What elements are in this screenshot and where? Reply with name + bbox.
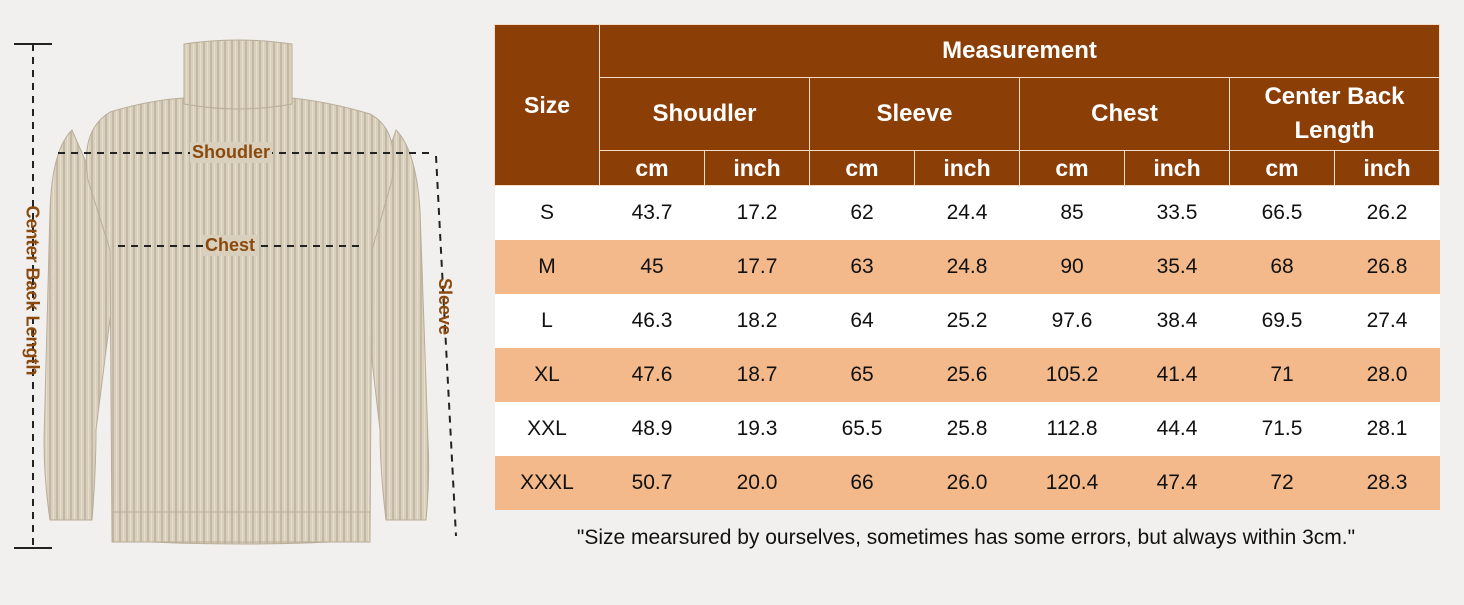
value-cell: 90: [1019, 240, 1125, 294]
value-cell: 63: [809, 240, 915, 294]
value-cell: 24.4: [914, 185, 1020, 240]
hem-band: [111, 511, 371, 543]
value-cell: 44.4: [1124, 402, 1230, 456]
size-cell: XXL: [494, 402, 600, 456]
unit-header: cm: [599, 150, 705, 186]
value-cell: 46.3: [599, 294, 705, 348]
table-row: XXXL 50.7 20.0 66 26.0 120.4 47.4 72 28.3: [494, 456, 1440, 510]
value-cell: 112.8: [1019, 402, 1125, 456]
value-cell: 35.4: [1124, 240, 1230, 294]
sleeve-guide: [435, 155, 457, 537]
unit-header: cm: [809, 150, 915, 186]
value-cell: 71.5: [1229, 402, 1335, 456]
sweater-illustration: [14, 39, 457, 549]
value-cell: 28.0: [1334, 348, 1440, 402]
table-body: S 43.7 17.2 62 24.4 85 33.5 66.5 26.2 M 45 17.7 63 24…: [494, 185, 1440, 510]
value-cell: 62: [809, 185, 915, 240]
center-back-length-guide: [14, 43, 52, 549]
shoulder-label: Shoudler: [190, 142, 273, 163]
value-cell: 28.1: [1334, 402, 1440, 456]
value-cell: 41.4: [1124, 348, 1230, 402]
value-cell: 50.7: [599, 456, 705, 510]
unit-header: inch: [1334, 150, 1440, 186]
value-cell: 26.0: [914, 456, 1020, 510]
size-cell: L: [494, 294, 600, 348]
value-cell: 25.2: [914, 294, 1020, 348]
footnote: "Size mearsured by ourselves, sometimes …: [576, 526, 1356, 549]
left-sleeve: [43, 129, 121, 521]
value-cell: 17.2: [704, 185, 810, 240]
unit-header-row: cm inch cm inch cm inch cm inch: [495, 150, 1440, 186]
value-cell: 85: [1019, 185, 1125, 240]
value-cell: 68: [1229, 240, 1335, 294]
sweater-figure: Shoudler Chest Sleeve Center Back Length: [0, 0, 480, 600]
table-row: L 46.3 18.2 64 25.2 97.6 38.4 69.5 27.4: [494, 294, 1440, 348]
value-cell: 69.5: [1229, 294, 1335, 348]
value-cell: 24.8: [914, 240, 1020, 294]
value-cell: 17.7: [704, 240, 810, 294]
chest-label: Chest: [203, 235, 258, 256]
table-row: XL 47.6 18.7 65 25.6 105.2 41.4 71 28.0: [494, 348, 1440, 402]
group-header-row: Shoudler Sleeve Chest Center Back Length: [495, 77, 1440, 151]
value-cell: 43.7: [599, 185, 705, 240]
value-cell: 120.4: [1019, 456, 1125, 510]
size-chart-table: Size Measurement Shoudler Sleeve Chest C…: [494, 24, 1440, 510]
value-cell: 20.0: [704, 456, 810, 510]
sweater-body: [85, 97, 395, 545]
value-cell: 105.2: [1019, 348, 1125, 402]
value-cell: 18.7: [704, 348, 810, 402]
value-cell: 26.8: [1334, 240, 1440, 294]
value-cell: 38.4: [1124, 294, 1230, 348]
size-cell: M: [494, 240, 600, 294]
table-row: M 45 17.7 63 24.8 90 35.4 68 26.8: [494, 240, 1440, 294]
value-cell: 47.6: [599, 348, 705, 402]
value-cell: 28.3: [1334, 456, 1440, 510]
sleeve-label: Sleeve: [435, 277, 456, 336]
value-cell: 27.4: [1334, 294, 1440, 348]
value-cell: 97.6: [1019, 294, 1125, 348]
size-cell: S: [494, 185, 600, 240]
value-cell: 18.2: [704, 294, 810, 348]
value-cell: 66: [809, 456, 915, 510]
value-cell: 48.9: [599, 402, 705, 456]
measurement-header: Measurement: [599, 24, 1440, 78]
value-cell: 47.4: [1124, 456, 1230, 510]
group-header-sleeve: Sleeve: [809, 77, 1020, 151]
size-cell: XL: [494, 348, 600, 402]
size-column-header: Size: [494, 24, 600, 186]
group-header-chest: Chest: [1019, 77, 1230, 151]
value-cell: 45: [599, 240, 705, 294]
table-row: XXL 48.9 19.3 65.5 25.8 112.8 44.4 71.5 28.1: [494, 402, 1440, 456]
group-header-shoulder: Shoudler: [599, 77, 810, 151]
value-cell: 65.5: [809, 402, 915, 456]
value-cell: 19.3: [704, 402, 810, 456]
unit-header: inch: [1124, 150, 1230, 186]
group-header-center-back-length: Center Back Length: [1229, 77, 1440, 151]
center-back-length-label: Center Back Length: [22, 205, 43, 376]
value-cell: 65: [809, 348, 915, 402]
size-cell: XXXL: [494, 456, 600, 510]
turtleneck-collar: [183, 39, 293, 110]
value-cell: 64: [809, 294, 915, 348]
table-row: S 43.7 17.2 62 24.4 85 33.5 66.5 26.2: [494, 185, 1440, 240]
value-cell: 72: [1229, 456, 1335, 510]
unit-header: inch: [704, 150, 810, 186]
value-cell: 25.6: [914, 348, 1020, 402]
value-cell: 25.8: [914, 402, 1020, 456]
value-cell: 71: [1229, 348, 1335, 402]
value-cell: 26.2: [1334, 185, 1440, 240]
value-cell: 33.5: [1124, 185, 1230, 240]
unit-header: cm: [1019, 150, 1125, 186]
unit-header: cm: [1229, 150, 1335, 186]
unit-header: inch: [914, 150, 1020, 186]
value-cell: 66.5: [1229, 185, 1335, 240]
